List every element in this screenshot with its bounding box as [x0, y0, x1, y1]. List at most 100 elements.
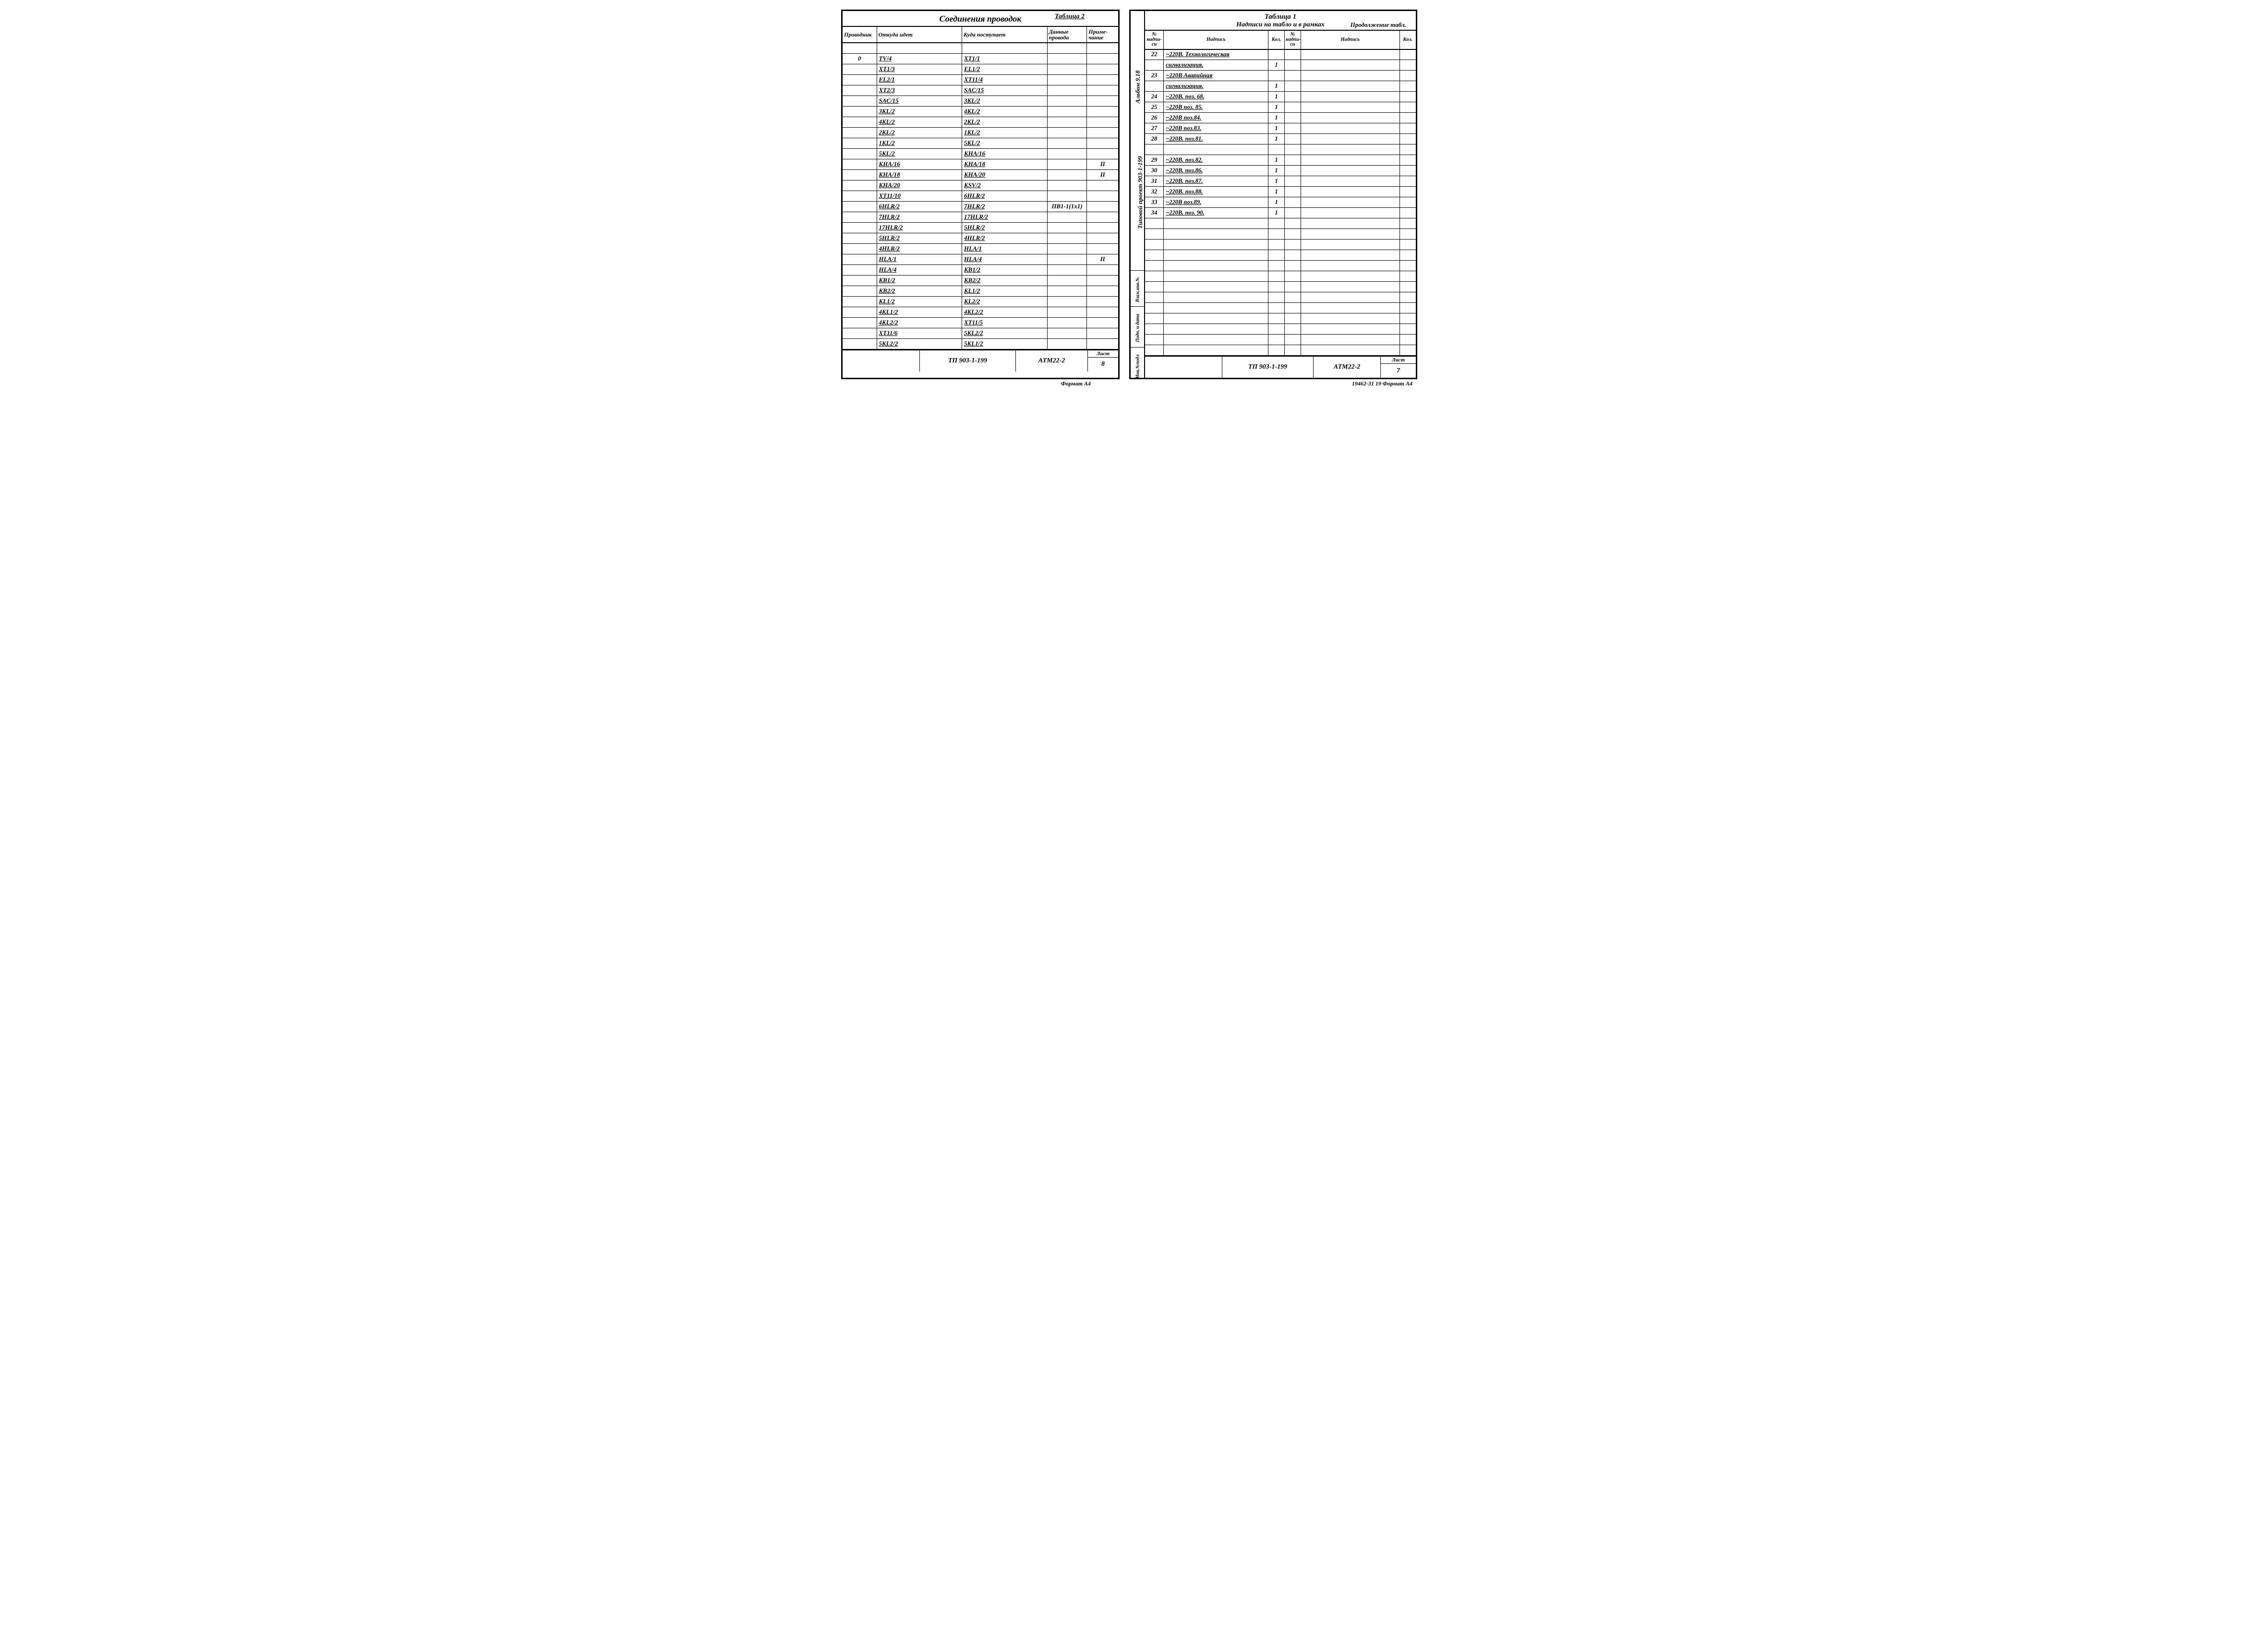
t1-cell-no: 30 — [1145, 166, 1164, 176]
table-row: EL2/1XT11/4 — [843, 74, 1118, 85]
t2-cell-to: KSV/2 — [962, 180, 1048, 191]
t1-cell-no2 — [1284, 324, 1301, 335]
t2-cell-from: 5KL2/2 — [877, 338, 962, 349]
table-row: 5HLR/24HLR/2 — [843, 233, 1118, 243]
t1-cell-no2 — [1284, 335, 1301, 345]
t2-cell-note — [1087, 328, 1118, 338]
t1-cell-kol2 — [1399, 240, 1416, 250]
format-right: 19462-31 19 Формат А4 — [1129, 379, 1417, 387]
t2-cell-note — [1087, 117, 1118, 127]
table-row — [1145, 229, 1416, 240]
table-row — [1145, 271, 1416, 282]
t2-cell-to: 5KL/2 — [962, 138, 1048, 148]
t2-cell-to: 5KL2/2 — [962, 328, 1048, 338]
t2-cell-prov — [843, 138, 877, 148]
t1-cell-kol — [1268, 313, 1285, 324]
table-row: 6HLR/27HLR/2ПВ1-1(1х1) — [843, 201, 1118, 212]
t1-cell-no2 — [1284, 102, 1301, 113]
t1-cell-lab2 — [1301, 113, 1399, 123]
t2-cell-to: XT11/5 — [962, 317, 1048, 328]
t1-foot-atm: АТМ22-2 — [1313, 357, 1380, 378]
t2-cell-to: KHA/16 — [962, 148, 1048, 159]
table-row: 24~220В. поз. 68.1 — [1145, 92, 1416, 102]
table-row: сигнализация.1 — [1145, 81, 1416, 92]
table-row: KHA/20KSV/2 — [843, 180, 1118, 191]
t1-cell-lab2 — [1301, 345, 1399, 356]
t1-cell-no2 — [1284, 240, 1301, 250]
table1-header: Таблица 1 Надписи на табло и в рамках Пр… — [1145, 11, 1416, 31]
t2-cell-data — [1047, 191, 1087, 201]
t2-cell-data — [1047, 74, 1087, 85]
t1-cell-kol — [1268, 71, 1285, 81]
table-row — [1145, 282, 1416, 292]
t2-cell-prov — [843, 180, 877, 191]
t1-cell-kol2 — [1399, 197, 1416, 208]
t2-cell-note — [1087, 43, 1118, 53]
t1-cell-lab2 — [1301, 92, 1399, 102]
t1-cell-kol2 — [1399, 324, 1416, 335]
t1-cell-no — [1145, 271, 1164, 282]
t1-cell-kol2 — [1399, 134, 1416, 144]
t1-cell-lab — [1164, 313, 1268, 324]
table-row: 5KL2/25KL1/2 — [843, 338, 1118, 349]
t1-cell-kol2 — [1399, 292, 1416, 303]
t1-cell-no: 29 — [1145, 155, 1164, 166]
t1-cell-kol: 1 — [1268, 187, 1285, 197]
t1-cell-lab2 — [1301, 176, 1399, 187]
t1-cell-no: 32 — [1145, 187, 1164, 197]
t2-cell-from: 2KL/2 — [877, 127, 962, 138]
t1-cell-no: 23 — [1145, 71, 1164, 81]
t1-cell-kol2 — [1399, 102, 1416, 113]
t1-cell-lab2 — [1301, 218, 1399, 229]
t1-cell-lab: ~220В. поз. 90. — [1164, 208, 1268, 218]
t1-cell-lab — [1164, 282, 1268, 292]
t2-cell-to: 4HLR/2 — [962, 233, 1048, 243]
t2-cell-note — [1087, 307, 1118, 317]
t2-cell-to: HLA/1 — [962, 243, 1048, 254]
t1-cell-no: 28 — [1145, 134, 1164, 144]
table-row — [1145, 240, 1416, 250]
table-row: KB2/2KL1/2 — [843, 286, 1118, 296]
t1-h-lab2: Надпись — [1301, 31, 1399, 49]
t1-cell-kol2 — [1399, 144, 1416, 155]
t2-cell-note — [1087, 64, 1118, 74]
table-row: 4KL/22KL/2 — [843, 117, 1118, 127]
t2-cell-note: П — [1087, 254, 1118, 264]
t2-h-from: Откуда идет — [877, 27, 962, 43]
t1-cell-no — [1145, 313, 1164, 324]
table-row — [843, 43, 1118, 53]
t1-cell-kol2 — [1399, 49, 1416, 60]
t1-cell-lab: сигнализация. — [1164, 60, 1268, 71]
table-row — [1145, 303, 1416, 313]
t1-cell-lab: ~220В. поз.86. — [1164, 166, 1268, 176]
table1-panel: Альбом 9.18 Типовой проект 903-1-199 Вза… — [1129, 10, 1417, 379]
t1-cell-no2 — [1284, 208, 1301, 218]
t1-cell-lab2 — [1301, 123, 1399, 134]
t1-cell-lab: ~220В. поз.87. — [1164, 176, 1268, 187]
t2-cell-prov — [843, 254, 877, 264]
t1-cell-lab: ~220В Аварийная — [1164, 71, 1268, 81]
t1-cell-no: 24 — [1145, 92, 1164, 102]
table-row: KL1/2KL2/2 — [843, 296, 1118, 307]
t1-cell-kol: 1 — [1268, 155, 1285, 166]
t2-h-note: Приме-чание — [1087, 27, 1118, 43]
t1-cell-kol — [1268, 271, 1285, 282]
table2-panel: Таблица 2 Соединения проводок Проводник … — [841, 10, 1120, 379]
t1-cell-kol — [1268, 324, 1285, 335]
t1-cell-lab: ~220В. поз.82. — [1164, 155, 1268, 166]
t2-cell-data — [1047, 53, 1087, 64]
t2-cell-prov — [843, 74, 877, 85]
t1-cell-lab2 — [1301, 60, 1399, 71]
t1-cell-no — [1145, 345, 1164, 356]
t2-cell-prov — [843, 243, 877, 254]
t1-cell-no2 — [1284, 49, 1301, 60]
t1-cell-kol — [1268, 345, 1285, 356]
t1-cell-lab: ~220В. поз.88. — [1164, 187, 1268, 197]
t2-cell-data — [1047, 159, 1087, 169]
table-row: 27~220В поз.83.1 — [1145, 123, 1416, 134]
table-row: XT2/3SAC/15 — [843, 85, 1118, 96]
t1-cell-no2 — [1284, 303, 1301, 313]
table-row: 5KL/2KHA/16 — [843, 148, 1118, 159]
t2-cell-prov — [843, 201, 877, 212]
t1-cell-lab2 — [1301, 282, 1399, 292]
